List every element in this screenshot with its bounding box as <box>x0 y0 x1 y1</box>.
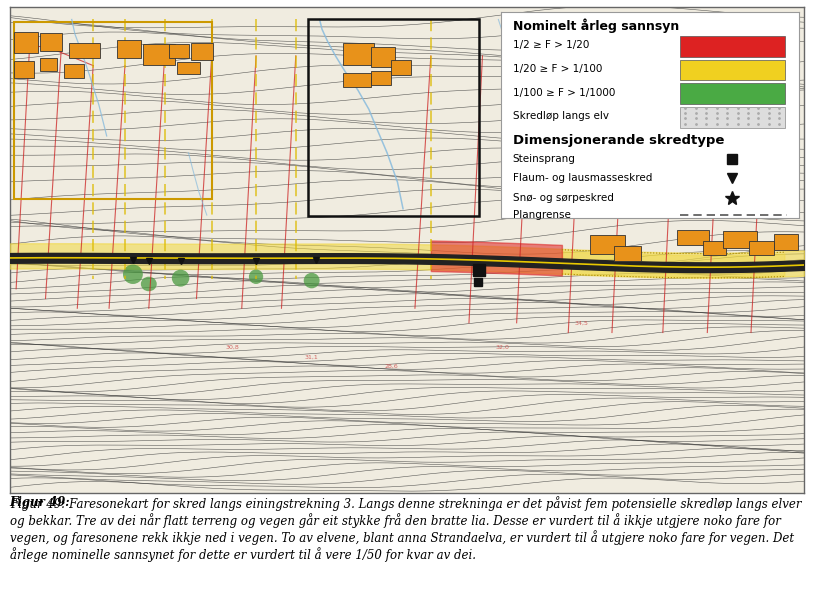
Text: 1/2 ≥ F > 1/20: 1/2 ≥ F > 1/20 <box>513 40 589 50</box>
Bar <box>177 62 200 74</box>
Bar <box>774 234 798 250</box>
Ellipse shape <box>249 269 263 284</box>
Bar <box>14 61 33 78</box>
Bar <box>63 64 84 78</box>
Bar <box>680 107 786 128</box>
Ellipse shape <box>141 277 157 291</box>
Text: Plangrense: Plangrense <box>513 211 571 220</box>
Bar <box>614 246 641 261</box>
Bar <box>677 230 709 245</box>
Bar <box>168 43 189 58</box>
Text: 34,5: 34,5 <box>575 320 589 326</box>
Ellipse shape <box>304 273 320 288</box>
Bar <box>391 60 411 75</box>
Text: Dimensjonerande skredtype: Dimensjonerande skredtype <box>513 134 724 147</box>
Bar <box>702 241 726 255</box>
Text: 28,6: 28,6 <box>384 364 398 369</box>
Bar <box>749 241 774 255</box>
Text: 1/100 ≥ F > 1/1000: 1/100 ≥ F > 1/1000 <box>513 88 615 98</box>
Bar <box>40 32 62 51</box>
Text: Steinsprang: Steinsprang <box>513 154 575 163</box>
Bar <box>191 43 213 60</box>
Bar <box>69 43 99 58</box>
Bar <box>680 59 786 80</box>
Bar <box>723 231 756 248</box>
Text: 1/20 ≥ F > 1/100: 1/20 ≥ F > 1/100 <box>513 64 602 74</box>
Bar <box>680 83 786 104</box>
Bar <box>14 22 212 199</box>
Text: 31,1: 31,1 <box>304 354 318 359</box>
Text: 32,0: 32,0 <box>496 345 510 349</box>
Text: Figur 49:: Figur 49: <box>10 496 70 509</box>
Bar <box>14 32 37 53</box>
Bar <box>371 72 391 85</box>
Bar <box>371 47 395 67</box>
Text: Figur 49: Faresonekart for skred langs einingstrekning 3. Langs denne strekninga: Figur 49: Faresonekart for skred langs e… <box>10 496 801 562</box>
Bar <box>308 20 479 216</box>
Bar <box>40 58 58 72</box>
Bar <box>344 43 374 65</box>
Text: Skredløp langs elv: Skredløp langs elv <box>513 111 609 121</box>
Bar <box>344 73 371 88</box>
Bar <box>589 236 625 254</box>
Text: Snø- og sørpeskred: Snø- og sørpeskred <box>513 193 614 203</box>
Bar <box>680 36 786 56</box>
Ellipse shape <box>123 264 142 284</box>
Ellipse shape <box>172 270 190 286</box>
Text: Nominelt årleg sannsyn: Nominelt årleg sannsyn <box>513 18 679 33</box>
Bar <box>117 40 141 58</box>
Bar <box>143 44 175 65</box>
Bar <box>768 57 799 76</box>
Text: Flaum- og lausmasseskred: Flaum- og lausmasseskred <box>513 173 652 183</box>
Text: 30,8: 30,8 <box>225 345 239 349</box>
